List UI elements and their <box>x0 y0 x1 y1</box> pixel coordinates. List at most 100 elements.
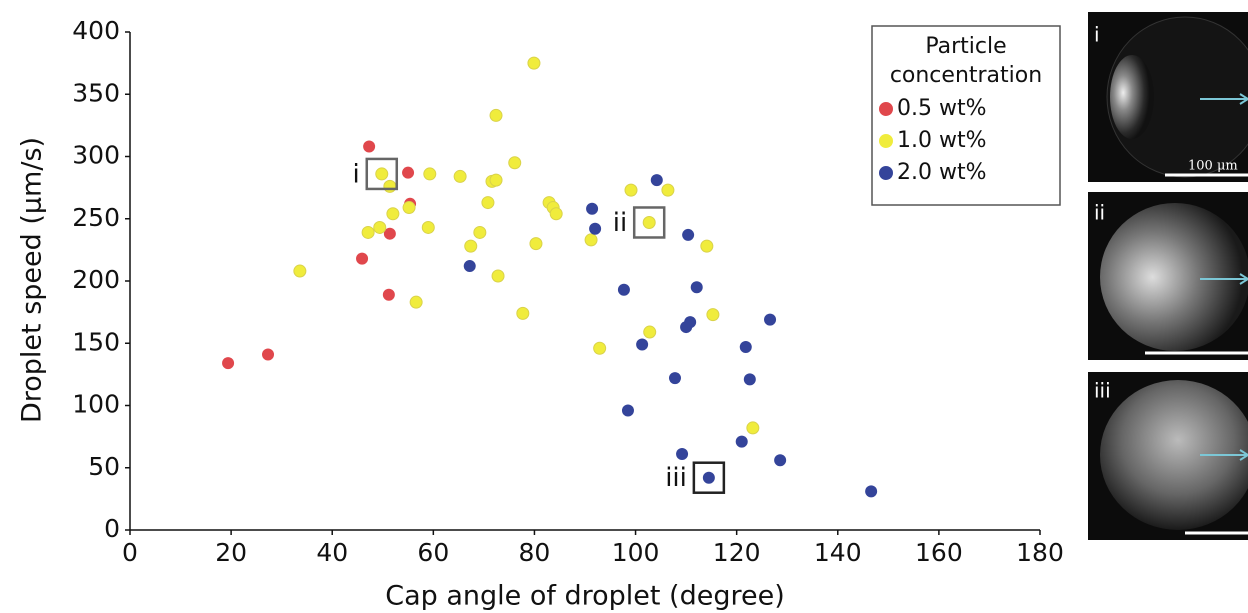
point <box>682 228 695 241</box>
y-tick-label: 0 <box>104 514 120 543</box>
x-tick-label: 100 <box>612 538 660 567</box>
point <box>293 264 307 278</box>
point <box>743 373 756 386</box>
droplet-cap <box>1110 55 1154 139</box>
point <box>684 316 697 329</box>
legend: Particle concentration 0.5 wt% 1.0 wt% 2.0 w… <box>871 25 1061 206</box>
point <box>361 225 375 239</box>
arrow-head <box>1239 449 1248 461</box>
point <box>865 485 878 498</box>
point <box>463 260 476 273</box>
legend-marker <box>879 102 893 116</box>
point <box>621 404 634 417</box>
annotation-label: ii <box>613 208 627 238</box>
y-axis-title: Droplet speed (μm/s) <box>17 137 48 423</box>
legend-box <box>871 25 1061 206</box>
x-tick-label: 160 <box>915 538 963 567</box>
point <box>481 196 495 210</box>
annotation-label: i <box>353 159 360 189</box>
point <box>746 421 760 435</box>
point <box>464 239 478 253</box>
point <box>363 140 376 153</box>
point <box>668 372 681 385</box>
point <box>386 207 400 221</box>
legend-label: 0.5 wt% <box>897 96 987 121</box>
point <box>516 306 530 320</box>
point <box>409 295 423 309</box>
point <box>702 471 715 484</box>
point <box>402 166 415 179</box>
y-tick-label: 150 <box>72 327 120 356</box>
point <box>642 215 656 229</box>
annotation-box <box>365 157 399 191</box>
point <box>676 448 689 461</box>
point <box>661 183 675 197</box>
y-tick-label: 400 <box>72 16 120 45</box>
point <box>383 227 396 240</box>
point <box>527 56 541 70</box>
point <box>690 281 703 294</box>
y-tick-label: 50 <box>88 452 120 481</box>
point <box>473 225 487 239</box>
x-tick-label: 140 <box>814 538 862 567</box>
point <box>774 454 787 467</box>
micrographs: i 100 μm ii iii <box>1088 12 1248 540</box>
point <box>423 167 437 181</box>
legend-marker <box>879 134 893 148</box>
annotation-label: iii <box>665 463 687 493</box>
x-tick-label: 60 <box>417 538 449 567</box>
panel-label: ii <box>1094 201 1105 225</box>
x-tick-label: 120 <box>713 538 761 567</box>
legend-label: 1.0 wt% <box>897 128 987 153</box>
panel-label: i <box>1094 23 1100 47</box>
legend-title: concentration <box>890 63 1042 88</box>
point <box>764 313 777 326</box>
point <box>624 183 638 197</box>
legend-label: 2.0 wt% <box>897 160 987 185</box>
point <box>373 220 387 234</box>
point <box>489 108 503 122</box>
point <box>706 308 720 322</box>
droplet <box>1100 380 1248 530</box>
annotation-box <box>692 461 726 494</box>
point <box>222 357 235 370</box>
point <box>375 167 389 181</box>
point <box>586 202 599 215</box>
point <box>735 435 748 448</box>
x-tick-label: 80 <box>519 538 551 567</box>
y-tick-label: 200 <box>72 265 120 294</box>
x-tick-label: 20 <box>215 538 247 567</box>
point <box>700 239 714 253</box>
point <box>584 233 598 247</box>
arrow-head <box>1239 93 1248 105</box>
point <box>421 220 435 234</box>
point <box>402 201 416 215</box>
point <box>739 340 752 353</box>
annotation-box <box>632 206 666 239</box>
scale-bar-label: 100 μm <box>1188 159 1238 174</box>
point <box>529 237 543 251</box>
point <box>549 207 563 221</box>
droplet <box>1100 203 1248 351</box>
point <box>650 174 663 187</box>
panel-label: iii <box>1094 379 1111 403</box>
arrow-head <box>1239 273 1248 285</box>
y-tick-label: 350 <box>72 78 120 107</box>
point <box>636 338 649 351</box>
point <box>356 252 369 265</box>
point <box>593 341 607 355</box>
droplet <box>1106 16 1248 178</box>
point <box>382 288 395 301</box>
point <box>453 169 467 183</box>
x-axis-title: Cap angle of droplet (degree) <box>385 581 785 612</box>
point <box>589 222 602 235</box>
point <box>643 325 657 339</box>
point <box>262 348 275 361</box>
point <box>617 283 630 296</box>
y-tick-label: 100 <box>72 390 120 419</box>
x-tick-label: 180 <box>1016 538 1064 567</box>
point <box>508 156 522 170</box>
x-tick-label: 40 <box>316 538 348 567</box>
legend-marker <box>879 166 893 180</box>
